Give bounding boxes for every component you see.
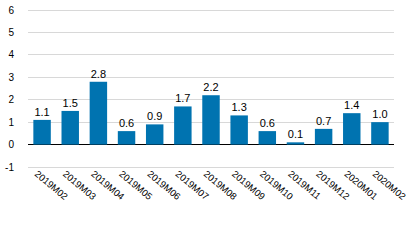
data-label: 0.1 bbox=[288, 128, 303, 140]
grid-line bbox=[28, 32, 394, 33]
y-tick-label: 2 bbox=[8, 94, 14, 105]
x-tick-label: 2020M02 bbox=[371, 168, 408, 202]
y-axis-line bbox=[28, 10, 29, 167]
bar bbox=[62, 111, 79, 145]
bar bbox=[287, 142, 304, 144]
data-label: 1.5 bbox=[63, 97, 78, 109]
bar bbox=[146, 124, 163, 144]
bar bbox=[174, 106, 191, 144]
grid-line bbox=[28, 77, 394, 78]
bar bbox=[371, 122, 388, 144]
grid-line bbox=[28, 10, 394, 11]
data-label: 0.6 bbox=[119, 117, 134, 129]
grid-line bbox=[28, 167, 394, 168]
chart: -1 0 1 2 3 4 5 6 1.1 1.5 2.8 0.6 0.9 1.7 2.2 1.3 0.6 0.1 0… bbox=[0, 0, 416, 227]
y-tick-label: 6 bbox=[8, 5, 14, 16]
data-label: 1.4 bbox=[344, 99, 359, 111]
y-tick-label: 3 bbox=[8, 72, 14, 83]
bar bbox=[343, 113, 360, 144]
grid-line bbox=[28, 54, 394, 55]
y-tick-label: 0 bbox=[8, 139, 14, 150]
y-tick-label: 4 bbox=[8, 49, 14, 60]
y-tick-label: 1 bbox=[8, 117, 14, 128]
data-label: 1.0 bbox=[372, 108, 387, 120]
data-label: 1.3 bbox=[232, 101, 247, 113]
data-label: 2.8 bbox=[91, 68, 106, 80]
bars bbox=[33, 82, 388, 145]
y-tick-label: -1 bbox=[5, 162, 14, 173]
bar bbox=[315, 129, 332, 145]
bar bbox=[230, 115, 247, 144]
data-label: 2.2 bbox=[203, 81, 218, 93]
bar bbox=[259, 131, 276, 144]
data-label: 1.1 bbox=[34, 106, 49, 118]
data-label: 1.7 bbox=[175, 92, 190, 104]
bar bbox=[90, 82, 107, 145]
data-label: 0.7 bbox=[316, 115, 331, 127]
y-tick-label: 5 bbox=[8, 27, 14, 38]
bar bbox=[33, 120, 50, 145]
data-label: 0.9 bbox=[147, 110, 162, 122]
bar bbox=[118, 131, 135, 144]
bar bbox=[202, 95, 219, 144]
data-label: 0.6 bbox=[260, 117, 275, 129]
